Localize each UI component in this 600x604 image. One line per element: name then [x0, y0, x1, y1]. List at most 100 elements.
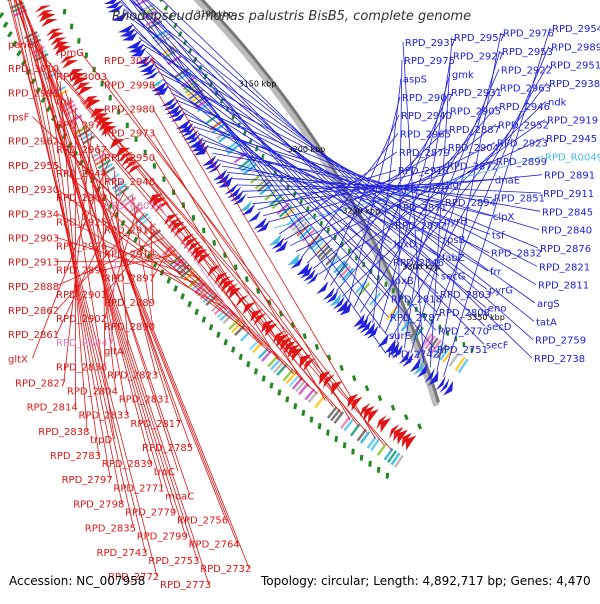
left-gene-label: RPD_2903 — [8, 233, 59, 244]
gc-tick — [327, 430, 328, 436]
right-gene-label: RPD_2946 — [499, 102, 550, 113]
map-title: Rhodopseudomonas palustris BisB5, comple… — [112, 9, 471, 24]
gc-tick — [392, 405, 394, 410]
left-gene-label: RPD_2831 — [119, 395, 170, 406]
right-gene-label: RPD_2872 — [447, 162, 498, 173]
left-gene-label: RPD_2838 — [38, 427, 89, 438]
gc-tick — [246, 276, 247, 281]
right-gene-label: RPD_2821 — [539, 262, 590, 273]
gc-tick — [279, 390, 280, 396]
right-gene-label: gmk — [452, 70, 474, 81]
left-gene-label: RPD_2823 — [107, 370, 158, 381]
left-gene-label: RPD_2980 — [104, 105, 155, 116]
right-gene-label: RPD_2905 — [450, 107, 501, 118]
gc-tick — [182, 294, 184, 299]
right-gene-label: RPD_2787 — [390, 313, 441, 324]
right-gene-label: RPD_2989 — [551, 42, 600, 53]
left-gene-label: RPD_2991 — [8, 88, 59, 99]
right-gene-label: RPD_2803 — [440, 290, 491, 301]
right-gene-label: RPD_2811 — [538, 281, 589, 292]
right-gene-label: tatA — [536, 317, 557, 328]
right-gene-label: rpsB — [443, 235, 466, 246]
left-gene-label: RPD_2890 — [104, 322, 155, 333]
right-gene-label: ndk — [548, 97, 567, 108]
right-gene-label: argS — [537, 299, 560, 310]
right-gene-label: secG — [441, 272, 466, 283]
right-gene-label: pyrH — [444, 217, 468, 228]
cog-band-mark — [241, 331, 251, 341]
left-gene-label: RPD_2839 — [102, 459, 153, 470]
left-gene-label: RPD_2862 — [8, 306, 59, 317]
gc-tick — [235, 265, 236, 270]
left-gene-label: RPD_2948 — [104, 177, 155, 188]
gc-tick — [175, 286, 177, 291]
gc-tick — [361, 455, 362, 461]
left-leader-line — [153, 60, 375, 439]
right-gene-label: secF — [486, 340, 509, 351]
right-gene-label: RPD_2965 — [400, 129, 451, 140]
gc-tick — [344, 442, 345, 448]
cog-band-mark — [251, 173, 263, 183]
right-gene-label: RPD_2953 — [502, 47, 553, 58]
topology-text: Topology: circular; Length: 4,892,717 bp… — [261, 574, 591, 588]
right-gene-label: RPD_2923 — [497, 139, 548, 150]
gc-tick — [303, 410, 304, 416]
gc-tick — [258, 288, 259, 293]
right-gene-label: RPD_2759 — [535, 336, 586, 347]
left-gene-label: moaC — [165, 491, 194, 502]
left-gene-label: RPD_2833 — [79, 411, 130, 422]
left-gene-label: RPD_2926 — [56, 242, 107, 253]
right-gene-label: RPD_2951 — [550, 61, 600, 72]
gc-tick — [263, 376, 264, 382]
gc-tick — [203, 317, 205, 323]
right-gene-label: RPD_2871 — [396, 203, 447, 214]
left-gene-label: RPD_2889 — [104, 298, 155, 309]
gc-tick — [203, 228, 204, 233]
left-gene-label: trpC — [154, 467, 175, 478]
right-gene-label: fabZ — [442, 253, 465, 264]
gc-tick — [271, 383, 272, 389]
scale-label: 3250 kbp — [342, 206, 380, 215]
right-gene-label: tsf — [492, 230, 505, 241]
left-gene-label: RPD_2888 — [8, 282, 59, 293]
left-gene-label: rpmG — [56, 48, 84, 59]
gc-tick — [240, 354, 241, 360]
right-gene-label: RPD_2877 — [395, 221, 446, 232]
right-gene-label: RPD_2938 — [549, 79, 600, 90]
left-gene-label: panC — [8, 40, 34, 51]
right-gene-label: pyrG — [489, 285, 513, 296]
left-gene-label: RPD_2897 — [104, 274, 155, 285]
right-leader-line — [163, 79, 391, 261]
gc-tick — [319, 423, 320, 429]
scale-label: 3350 kbp — [467, 313, 505, 322]
right-gene-label: secD — [487, 322, 512, 333]
forward-gene-arrow — [378, 333, 389, 347]
gc-tick — [71, 24, 72, 29]
left-leader-line — [153, 181, 255, 338]
right-gene-label: RPD_2887 — [449, 125, 500, 136]
left-gene-label: RPD_2944 — [56, 169, 107, 180]
left-gene-label: RPD_2861 — [8, 330, 59, 341]
left-gene-label: RPD_2797 — [62, 475, 113, 486]
right-gene-label: RPD_2840 — [541, 226, 592, 237]
right-gene-label: lpxD — [394, 239, 417, 250]
right-gene-label: RPD_2945 — [546, 134, 597, 145]
gc-tick — [341, 365, 343, 370]
gc-tick — [287, 397, 288, 403]
left-gene-label: RPD_2835 — [85, 524, 136, 535]
left-gene-label: gltA — [104, 346, 124, 357]
scale-label: 3200 kbp — [288, 145, 326, 154]
right-gene-label: RPD_2751 — [437, 345, 488, 356]
left-leader-line — [153, 157, 278, 360]
accession-text: Accession: NC_007958 — [9, 574, 145, 588]
gc-tick — [353, 449, 354, 455]
gc-tick — [321, 221, 322, 226]
gc-tick — [370, 461, 371, 467]
gc-tick — [353, 376, 355, 381]
left-gene-label: RPD_2827 — [15, 379, 66, 390]
right-gene-label: RPD_2851 — [494, 194, 545, 205]
left-gene-label: RPD_2973 — [104, 129, 155, 140]
right-gene-label: RPD_2911 — [543, 189, 594, 200]
